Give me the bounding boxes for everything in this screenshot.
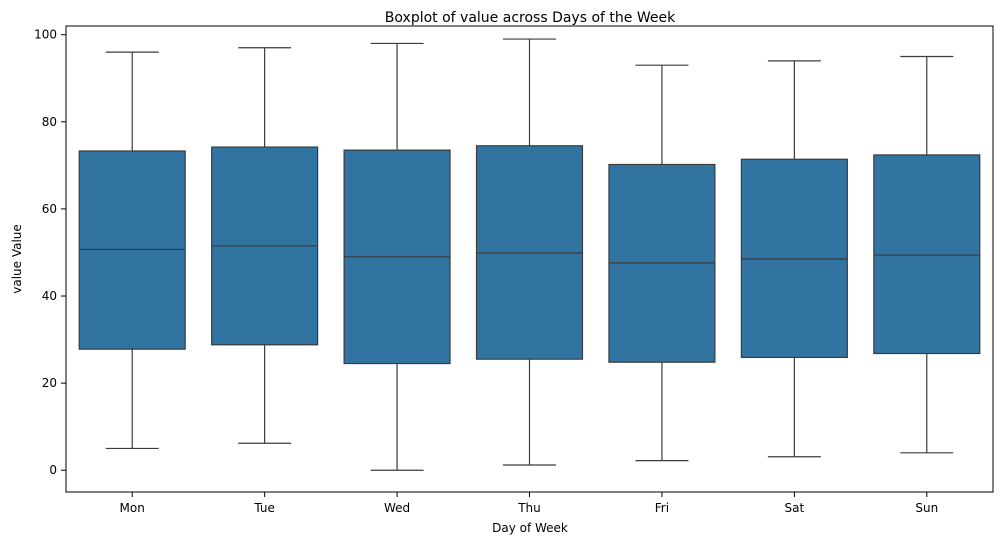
iqr-box	[78, 150, 186, 350]
box-sat	[740, 60, 848, 458]
x-tick-label: Tue	[253, 501, 275, 515]
x-tick-label: Sun	[915, 501, 938, 515]
y-axis: 0 20 40 60 80 100	[34, 28, 66, 477]
x-tick-label: Fri	[655, 501, 669, 515]
iqr-box	[873, 154, 981, 355]
box-tue	[211, 47, 319, 444]
plot-area	[78, 38, 981, 471]
y-tick-label: 20	[42, 376, 57, 390]
x-tick-label: Wed	[384, 501, 410, 515]
y-axis-label: value Value	[10, 224, 24, 294]
box-sun	[873, 55, 981, 454]
box-mon	[78, 51, 186, 450]
x-tick-label: Thu	[517, 501, 541, 515]
box-fri	[608, 64, 716, 462]
chart-title: Boxplot of value across Days of the Week	[385, 10, 676, 26]
x-axis: Mon Tue Wed Thu Fri Sat Sun	[120, 492, 938, 515]
x-axis-label: Day of Week	[492, 521, 568, 535]
box-wed	[343, 42, 451, 471]
y-tick-label: 80	[42, 115, 57, 129]
x-tick-label: Sat	[785, 501, 805, 515]
y-tick-label: 100	[34, 28, 57, 42]
plot-frame	[65, 25, 994, 493]
iqr-box	[740, 158, 848, 359]
y-tick-label: 60	[42, 202, 57, 216]
y-tick-label: 0	[49, 463, 57, 477]
box-thu	[475, 38, 584, 466]
x-tick-label: Mon	[120, 501, 145, 515]
y-tick-label: 40	[42, 289, 57, 303]
